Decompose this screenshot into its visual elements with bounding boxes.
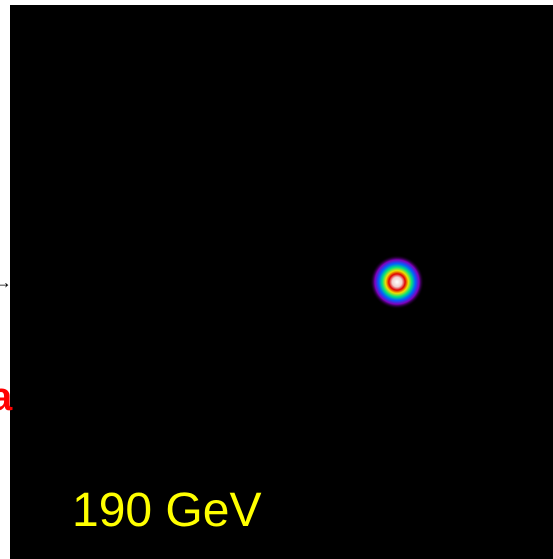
page: {"label": "190 GeV", "left_edge": {"arro… — [0, 0, 553, 559]
energy-label: 190 GeV — [72, 484, 261, 537]
screenshot: → a 190 GeV — [0, 0, 553, 559]
image-panel — [10, 5, 553, 559]
beam-spot — [370, 255, 424, 309]
edge-letter: a — [0, 375, 13, 419]
edge-arrow: → — [0, 272, 12, 292]
